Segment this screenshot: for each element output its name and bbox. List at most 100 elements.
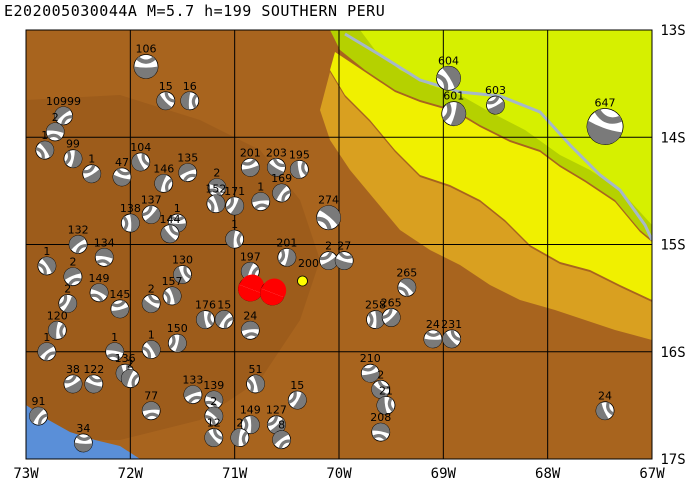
event-label: 24: [426, 318, 440, 331]
event-label: 127: [266, 404, 287, 417]
event-label: 120: [47, 309, 68, 322]
focal-mechanism: [277, 247, 297, 267]
event-label: 1: [43, 331, 50, 344]
lon-tick-label: 69W: [431, 466, 457, 482]
focal-mechanism: [436, 65, 461, 91]
focal-mechanism: [266, 157, 286, 177]
focal-mechanism: [63, 267, 83, 287]
event-label: 77: [144, 390, 158, 403]
focal-mechanism: [141, 340, 161, 360]
event-label: 171: [224, 185, 245, 198]
event-label: 169: [271, 172, 292, 185]
latitude-axis: 13S 14S 15S 16S 17S: [660, 23, 685, 468]
event-label: 2: [69, 256, 76, 269]
event-label: 16: [183, 80, 197, 93]
lon-tick-label: 68W: [535, 466, 561, 482]
event-label: 2: [127, 358, 134, 371]
focal-mechanism: [240, 157, 260, 177]
lat-tick-label: 14S: [660, 130, 685, 146]
focal-mechanism: [334, 251, 354, 270]
focal-mechanism: [167, 333, 187, 353]
event-label: 1: [231, 218, 238, 231]
event-label: 601: [443, 90, 464, 103]
event-label: 15: [290, 379, 304, 392]
focal-mechanism: [230, 428, 250, 447]
focal-mechanism: [89, 283, 109, 303]
focal-mechanism: [73, 433, 93, 453]
event-label: 210: [360, 352, 381, 365]
focal-mechanism: [586, 108, 624, 145]
event-label: 15: [159, 80, 173, 93]
event-label: 1: [148, 329, 155, 342]
focal-mechanism: [105, 342, 125, 362]
midslope-band: [320, 72, 652, 340]
event-label: 647: [595, 97, 616, 110]
focal-mechanism: [240, 415, 260, 435]
event-label: 8: [278, 419, 285, 432]
focal-mechanism: [204, 428, 224, 447]
event-label: 139: [203, 379, 224, 392]
event-label: 201: [276, 236, 297, 249]
focal-mechanism: [84, 374, 104, 394]
focal-mechanism: [204, 406, 224, 426]
focal-mechanism: [141, 205, 161, 224]
focal-mechanism: [442, 329, 462, 349]
focal-mechanism: [595, 401, 615, 421]
event-label: 1: [88, 153, 95, 166]
focal-mechanism: [37, 256, 57, 276]
focal-mechanism: [37, 342, 57, 362]
event-label: 1: [43, 245, 50, 258]
focal-mechanism: [54, 106, 73, 126]
event-label: 144: [159, 213, 180, 226]
focal-mechanism: [160, 224, 180, 244]
event-label: 1: [111, 331, 118, 344]
event-label: 203: [266, 146, 287, 159]
focal-mechanism: [45, 122, 65, 142]
event-label: 2: [210, 395, 217, 408]
focal-mechanism: [486, 95, 505, 115]
event-label: 15: [217, 299, 231, 312]
event-label: 195: [289, 148, 310, 161]
focal-mechanism: [58, 294, 78, 313]
event-label: 104: [130, 141, 151, 154]
focal-mechanism: [371, 422, 391, 442]
map-frame: [25, 29, 653, 460]
event-label: 47: [115, 156, 129, 169]
event-label: 132: [68, 224, 89, 237]
focal-mechanism: [35, 140, 55, 160]
event-label: 265: [381, 296, 402, 309]
event-label: 91: [32, 395, 46, 408]
main-event-mechanism: [260, 278, 287, 306]
focal-mechanism: [120, 213, 140, 233]
focal-mechanism: [178, 163, 198, 183]
event-label: 157: [162, 275, 183, 288]
focal-mechanism: [110, 299, 130, 319]
focal-mechanism: [441, 101, 467, 127]
focal-mechanism: [316, 205, 341, 231]
focal-mechanism: [82, 164, 102, 184]
lon-tick-label: 67W: [639, 466, 665, 482]
lon-tick-label: 70W: [326, 466, 352, 482]
focal-mechanism: [183, 385, 203, 405]
event-label: 208: [370, 411, 391, 424]
event-label: 106: [135, 42, 156, 55]
event-label: 2: [325, 240, 332, 253]
focal-mechanism: [287, 390, 307, 410]
focal-mechanism: [381, 308, 401, 327]
event-label: 21: [379, 384, 393, 397]
event-label: 137: [141, 193, 162, 206]
longitude-axis: 73W 72W 71W 70W 69W 68W 67W: [13, 466, 665, 482]
focal-mechanism: [94, 247, 114, 267]
focal-mechanism: [397, 277, 417, 297]
event-label: 1: [41, 129, 48, 142]
event-label: 146: [153, 162, 174, 175]
event-label: 145: [109, 288, 130, 301]
focal-mechanism: [423, 329, 443, 349]
focal-mechanism: [360, 363, 380, 383]
event-label: 2: [377, 368, 384, 381]
event-label: 133: [182, 374, 203, 387]
focal-mechanism: [141, 401, 161, 421]
event-label: 51: [249, 363, 263, 376]
event-label: 138: [120, 202, 141, 215]
focal-mechanism: [154, 173, 174, 193]
